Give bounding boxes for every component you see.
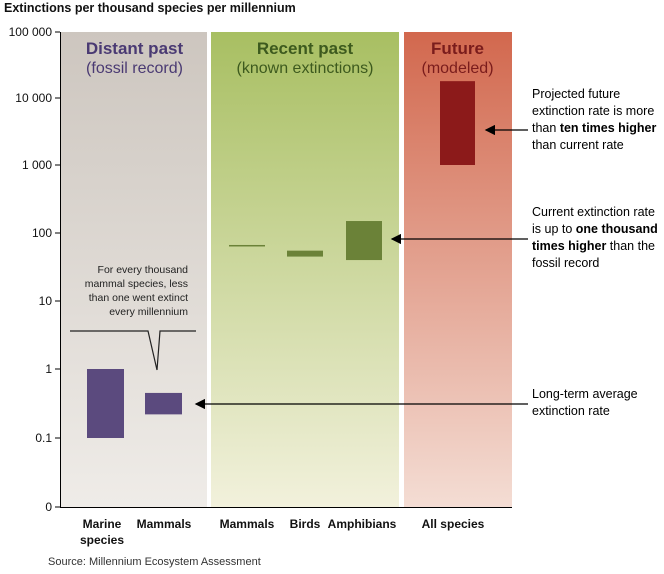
panel-divider	[399, 32, 404, 507]
category-label-marine: Marine species	[80, 517, 125, 547]
panel-divider	[207, 32, 211, 507]
panel-future-subtitle: (modeled)	[421, 60, 493, 77]
panel-distant-past-title: Distant past	[86, 39, 184, 58]
bar-birds	[287, 250, 323, 257]
future-note-c: than current rate	[532, 138, 624, 152]
panel-future-title: Future	[431, 39, 484, 58]
category-label-birds: Birds	[289, 517, 321, 531]
current-note-a: Current extinction rate is up to	[532, 205, 655, 236]
chart-title: Extinctions per thousand species per mil…	[4, 1, 296, 15]
source-note: Source: Millennium Ecosystem Assessment	[48, 556, 261, 568]
panel-distant-past-subtitle: (fossil record)	[86, 60, 183, 77]
y-tick-label: 0	[45, 500, 52, 514]
y-tick-label: 100	[32, 226, 52, 240]
bar-all-species	[440, 81, 475, 165]
current-note: Current extinction rate is up to one tho…	[532, 204, 664, 272]
bar-marine-species	[87, 369, 124, 438]
panel-recent-past-bg	[210, 32, 400, 507]
future-note-b: ten times higher	[559, 121, 657, 135]
bar-amphibians	[346, 221, 382, 261]
bubble-annotation: For every thousand mammal species, less …	[84, 264, 188, 318]
panel-recent-past-title: Recent past	[257, 39, 354, 58]
future-note-a: Projected future extinction rate is more…	[532, 87, 655, 135]
panel-recent-past-subtitle: (known extinctions)	[237, 60, 374, 77]
y-tick-label: 100 000	[9, 25, 53, 39]
longterm-note: Long-term average extinction rate	[532, 387, 638, 418]
y-tick-label: 1 000	[22, 158, 52, 172]
bar-mammals-distant	[145, 392, 182, 415]
future-note: Projected future extinction rate is more…	[532, 86, 664, 154]
y-tick-label: 10 000	[15, 91, 52, 105]
category-label-all-species: All species	[421, 517, 485, 531]
category-label-mammals-recent: Mammals	[219, 517, 275, 531]
y-tick-label: 0.1	[35, 431, 52, 445]
current-note-b: one thousand times higher	[532, 222, 658, 253]
category-label-amphibians: Amphibians	[327, 517, 397, 531]
category-label-mammals-distant: Mammals	[136, 517, 192, 531]
y-tick-label: 10	[39, 294, 53, 308]
panel-distant-past-bg	[61, 32, 208, 507]
current-note-c: than the fossil record	[532, 239, 655, 270]
bubble-callout	[70, 330, 196, 371]
bar-mammals-recent	[229, 244, 265, 247]
y-tick-label: 1	[45, 362, 52, 376]
